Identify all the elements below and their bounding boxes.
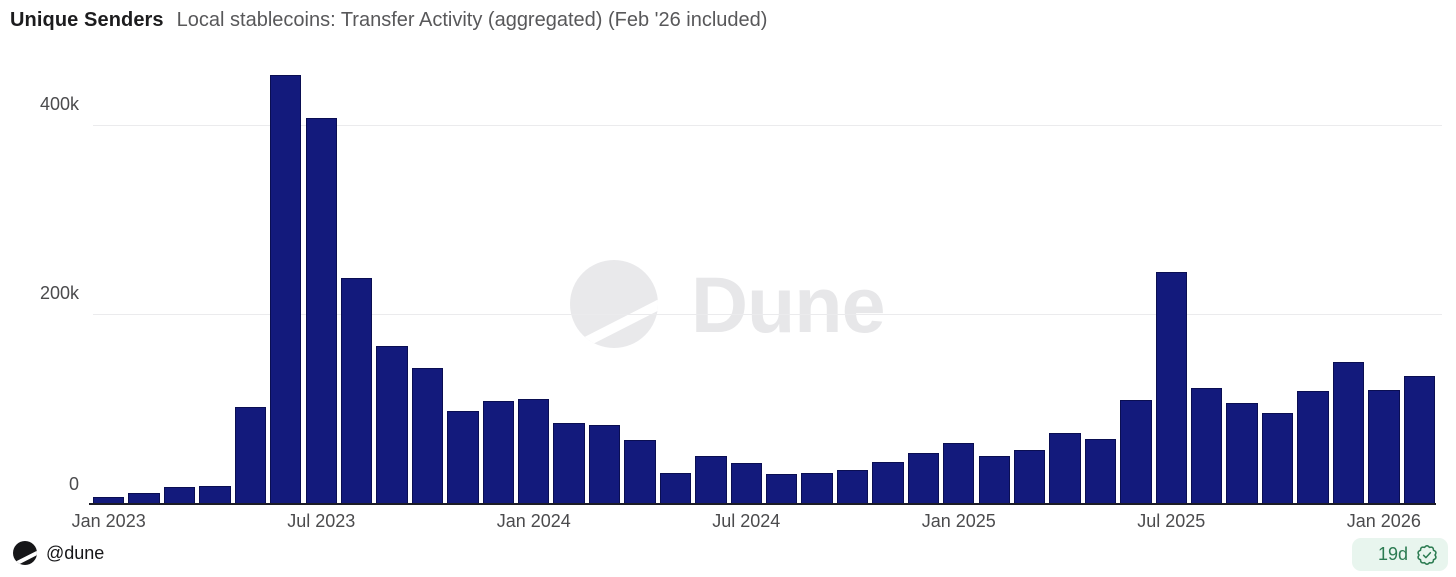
- bar-mar-2025[interactable]: [1013, 450, 1046, 503]
- bar-jun-2023[interactable]: [270, 75, 302, 503]
- bar-nov-2024[interactable]: [872, 461, 904, 503]
- dune-handle[interactable]: @dune: [46, 542, 105, 563]
- bar-sep-2023[interactable]: [376, 345, 408, 503]
- bar-may-2024[interactable]: [659, 472, 692, 503]
- bar-apr-2024[interactable]: [624, 439, 656, 503]
- bar-apr-2023[interactable]: [199, 486, 231, 503]
- x-axis-label-jan-2023: Jan 2023: [71, 511, 146, 531]
- bar-jul-2025[interactable]: [1155, 272, 1187, 503]
- bar-jan-2026[interactable]: [1368, 389, 1400, 503]
- bar-aug-2025[interactable]: [1191, 388, 1223, 503]
- bar-mar-2023[interactable]: [163, 486, 196, 503]
- bar-dec-2024[interactable]: [907, 453, 940, 503]
- chart-header: Unique Senders Local stablecoins: Transf…: [10, 9, 767, 32]
- bar-sep-2024[interactable]: [801, 472, 833, 503]
- bar-may-2023[interactable]: [234, 406, 267, 503]
- chart-metric-title: Unique Senders: [10, 9, 164, 31]
- bar-jan-2024[interactable]: [518, 399, 550, 503]
- bar-oct-2024[interactable]: [836, 470, 869, 503]
- x-axis-line: [89, 503, 1436, 505]
- bar-may-2025[interactable]: [1084, 438, 1117, 503]
- data-freshness-badge[interactable]: 19d: [1351, 538, 1448, 571]
- bar-dec-2025[interactable]: [1332, 361, 1365, 503]
- chart-subtitle: Local stablecoins: Transfer Activity (ag…: [176, 9, 768, 31]
- gridline-200k: [93, 313, 1442, 315]
- gridline-400k: [93, 125, 1442, 126]
- bar-sep-2025[interactable]: [1226, 403, 1258, 503]
- freshness-label: 19d: [1377, 544, 1408, 564]
- x-axis-label-jul-2023: Jul 2023: [287, 511, 356, 531]
- bar-jan-2023[interactable]: [93, 497, 125, 503]
- bar-oct-2023[interactable]: [411, 368, 444, 503]
- bar-nov-2023[interactable]: [447, 410, 479, 503]
- bar-feb-2024[interactable]: [553, 422, 585, 503]
- bar-jan-2025[interactable]: [943, 442, 975, 503]
- x-axis-label-jul-2025: Jul 2025: [1137, 511, 1206, 531]
- bar-feb-2026[interactable]: [1403, 375, 1435, 503]
- bar-jun-2025[interactable]: [1120, 400, 1152, 503]
- bar-feb-2025[interactable]: [978, 455, 1010, 503]
- bar-dec-2023[interactable]: [482, 401, 514, 503]
- y-axis-label-400k: 400k: [39, 94, 79, 114]
- x-axis-label-jan-2024: Jan 2024: [496, 511, 571, 531]
- bar-apr-2025[interactable]: [1049, 433, 1081, 503]
- bar-oct-2025[interactable]: [1261, 413, 1294, 503]
- bar-aug-2024[interactable]: [765, 473, 798, 503]
- x-axis-label-jul-2024: Jul 2024: [712, 511, 781, 531]
- footer-attribution[interactable]: @dune: [13, 541, 104, 565]
- seal-check-icon: [1417, 544, 1437, 565]
- x-axis-label-jan-2026: Jan 2026: [1346, 511, 1421, 531]
- dune-logo-icon: [13, 541, 37, 565]
- y-axis-label-200k: 200k: [39, 282, 79, 303]
- bar-feb-2023[interactable]: [128, 492, 160, 503]
- x-axis-label-jan-2025: Jan 2025: [921, 511, 996, 531]
- bar-jul-2023[interactable]: [305, 118, 337, 503]
- bar-aug-2023[interactable]: [340, 277, 373, 503]
- y-axis-label-0: 0: [68, 474, 79, 494]
- bar-jun-2024[interactable]: [695, 455, 727, 503]
- bar-nov-2025[interactable]: [1297, 390, 1329, 503]
- bar-mar-2024[interactable]: [588, 424, 621, 503]
- plot-area: 0 200k 400k Jan 2023 Jul 2023 Jan 2024 Jul 202…: [40, 65, 1442, 531]
- bar-jul-2024[interactable]: [730, 463, 762, 503]
